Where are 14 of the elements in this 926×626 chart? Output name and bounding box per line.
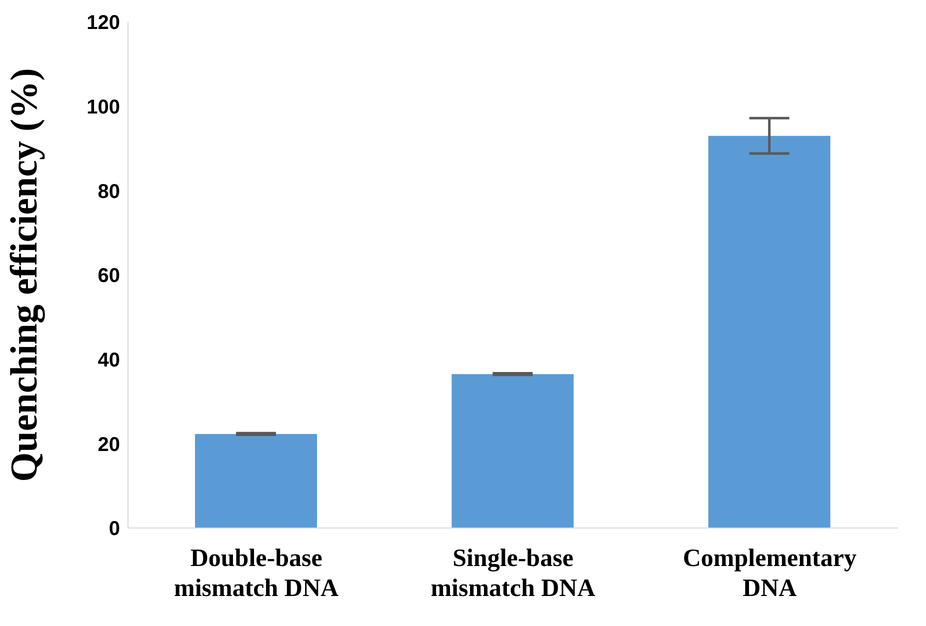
- y-tick-label: 0: [108, 518, 120, 540]
- bar: [195, 434, 317, 528]
- x-tick-label: Double-base mismatch DNA: [174, 545, 339, 602]
- y-tick-label: 80: [98, 180, 120, 203]
- x-tick-label: Single-base mismatch DNA: [430, 545, 596, 602]
- y-tick-label: 60: [98, 265, 120, 288]
- y-axis-title: Quenching efficiency (%): [3, 68, 46, 482]
- bar: [452, 374, 574, 528]
- y-tick-label: 20: [98, 434, 120, 456]
- y-tick-label: 120: [86, 12, 120, 34]
- y-tick-label: 100: [86, 96, 120, 118]
- x-tick-label: Complementary DNA: [682, 545, 857, 602]
- bar: [708, 136, 830, 528]
- y-tick-label: 40: [98, 349, 120, 372]
